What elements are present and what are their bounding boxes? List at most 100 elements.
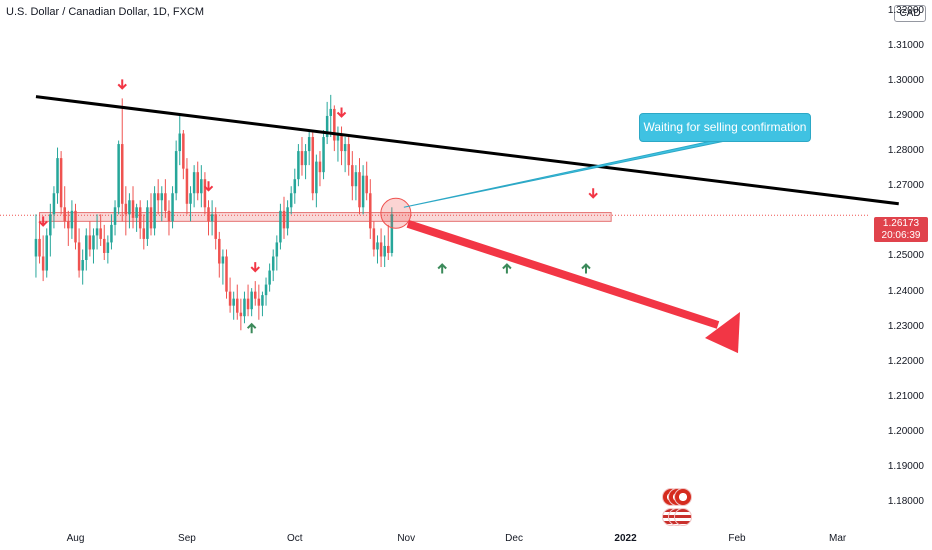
candle-body	[167, 210, 171, 222]
candle-body	[203, 179, 207, 208]
candle-body	[63, 207, 66, 222]
candle-body	[153, 193, 156, 229]
candle-body	[286, 207, 289, 229]
candle-body	[372, 228, 376, 250]
candle-body	[146, 207, 149, 239]
canada-flag-icon[interactable]	[674, 488, 692, 506]
candle-body	[315, 161, 318, 194]
candle-body	[361, 175, 365, 208]
candle-body	[178, 133, 182, 152]
candle-body	[329, 108, 333, 116]
candle-body	[142, 228, 146, 239]
candle-body	[192, 172, 196, 194]
x-tick-label: Sep	[178, 533, 196, 544]
y-tick-label: 1.20000	[887, 426, 924, 438]
candle-body	[275, 242, 279, 257]
candle-body	[110, 224, 113, 243]
y-tick-label: 1.22000	[887, 355, 924, 367]
candle-body	[214, 214, 217, 239]
forecast-arrow-head	[705, 312, 740, 354]
candle-body	[102, 238, 106, 253]
candle-body	[189, 193, 192, 204]
candle-body	[221, 256, 225, 264]
candle-body	[358, 172, 361, 208]
x-tick-label: Oct	[287, 533, 303, 544]
y-tick-label: 1.25000	[887, 250, 924, 262]
candle-body	[376, 242, 379, 250]
y-tick-label: 1.28000	[887, 145, 924, 157]
candle-body	[88, 235, 92, 250]
candle-body	[282, 210, 286, 229]
candle-body	[156, 193, 160, 201]
candle-body	[354, 172, 358, 187]
candle-body	[164, 193, 167, 211]
candle-body	[264, 284, 268, 296]
candle-body	[99, 228, 102, 239]
candle-body	[351, 165, 354, 187]
x-tick-label: 2022	[614, 533, 637, 544]
candle-body	[174, 151, 178, 194]
y-tick-label: 1.23000	[887, 320, 924, 332]
candle-body	[333, 108, 336, 141]
candle-body	[243, 298, 246, 317]
candle-body	[250, 291, 253, 310]
candle-body	[95, 228, 99, 236]
candle-body	[131, 200, 135, 218]
up-arrow-marker	[246, 322, 257, 334]
candle-body	[347, 144, 350, 166]
currency-selector[interactable]: CAD	[894, 5, 926, 22]
candle-body	[236, 298, 239, 313]
x-tick-label: Mar	[829, 533, 847, 544]
candle-body	[45, 235, 48, 271]
us-flag-icon[interactable]	[674, 508, 692, 526]
candle-body	[218, 238, 221, 264]
candle-body	[297, 151, 300, 180]
candle-body	[379, 242, 383, 257]
candle-body	[120, 144, 124, 204]
candle-body	[261, 295, 264, 306]
candle-body	[207, 207, 210, 222]
candle-body	[74, 210, 77, 243]
candle-body	[322, 137, 325, 173]
candle-body	[52, 193, 56, 215]
trend-line	[35, 95, 899, 206]
x-tick-label: Aug	[66, 533, 85, 544]
candle-body	[365, 175, 368, 194]
candle-body	[49, 214, 52, 236]
down-arrow-marker	[117, 79, 127, 90]
y-tick-label: 1.21000	[887, 391, 924, 403]
annotation-callout[interactable]: Waiting for selling confirmation	[639, 113, 811, 142]
y-tick-label: 1.29000	[887, 109, 924, 121]
candle-body	[41, 256, 45, 271]
candle-body	[300, 151, 304, 166]
candle-body	[289, 193, 293, 208]
current-price-value: 1.26173	[882, 218, 920, 229]
candle-body	[387, 245, 390, 253]
candle-body	[293, 179, 297, 194]
y-tick-label: 1.30000	[887, 74, 924, 86]
candle-body	[113, 207, 117, 225]
candle-body	[369, 193, 372, 229]
down-arrow-marker	[588, 188, 598, 199]
up-arrow-marker	[437, 263, 447, 274]
candle-body	[268, 270, 271, 285]
candle-body	[85, 235, 88, 260]
candle-body	[196, 172, 199, 194]
candle-body	[59, 158, 63, 208]
candle-body	[253, 291, 257, 299]
y-tick-label: 1.18000	[887, 496, 924, 508]
candle-body	[200, 179, 203, 194]
candle-body	[225, 256, 228, 292]
candle-body	[318, 161, 322, 173]
candle-body	[311, 137, 315, 194]
candle-body	[160, 193, 164, 201]
chart-title: U.S. Dollar / Canadian Dollar, 1D, FXCM	[6, 6, 205, 18]
candle-body	[228, 291, 232, 306]
y-tick-label: 1.24000	[887, 285, 924, 297]
candle-body	[149, 207, 153, 229]
candle-body	[246, 298, 250, 310]
candle-body	[56, 158, 59, 194]
x-tick-label: Feb	[728, 533, 746, 544]
candle-body	[34, 238, 38, 257]
